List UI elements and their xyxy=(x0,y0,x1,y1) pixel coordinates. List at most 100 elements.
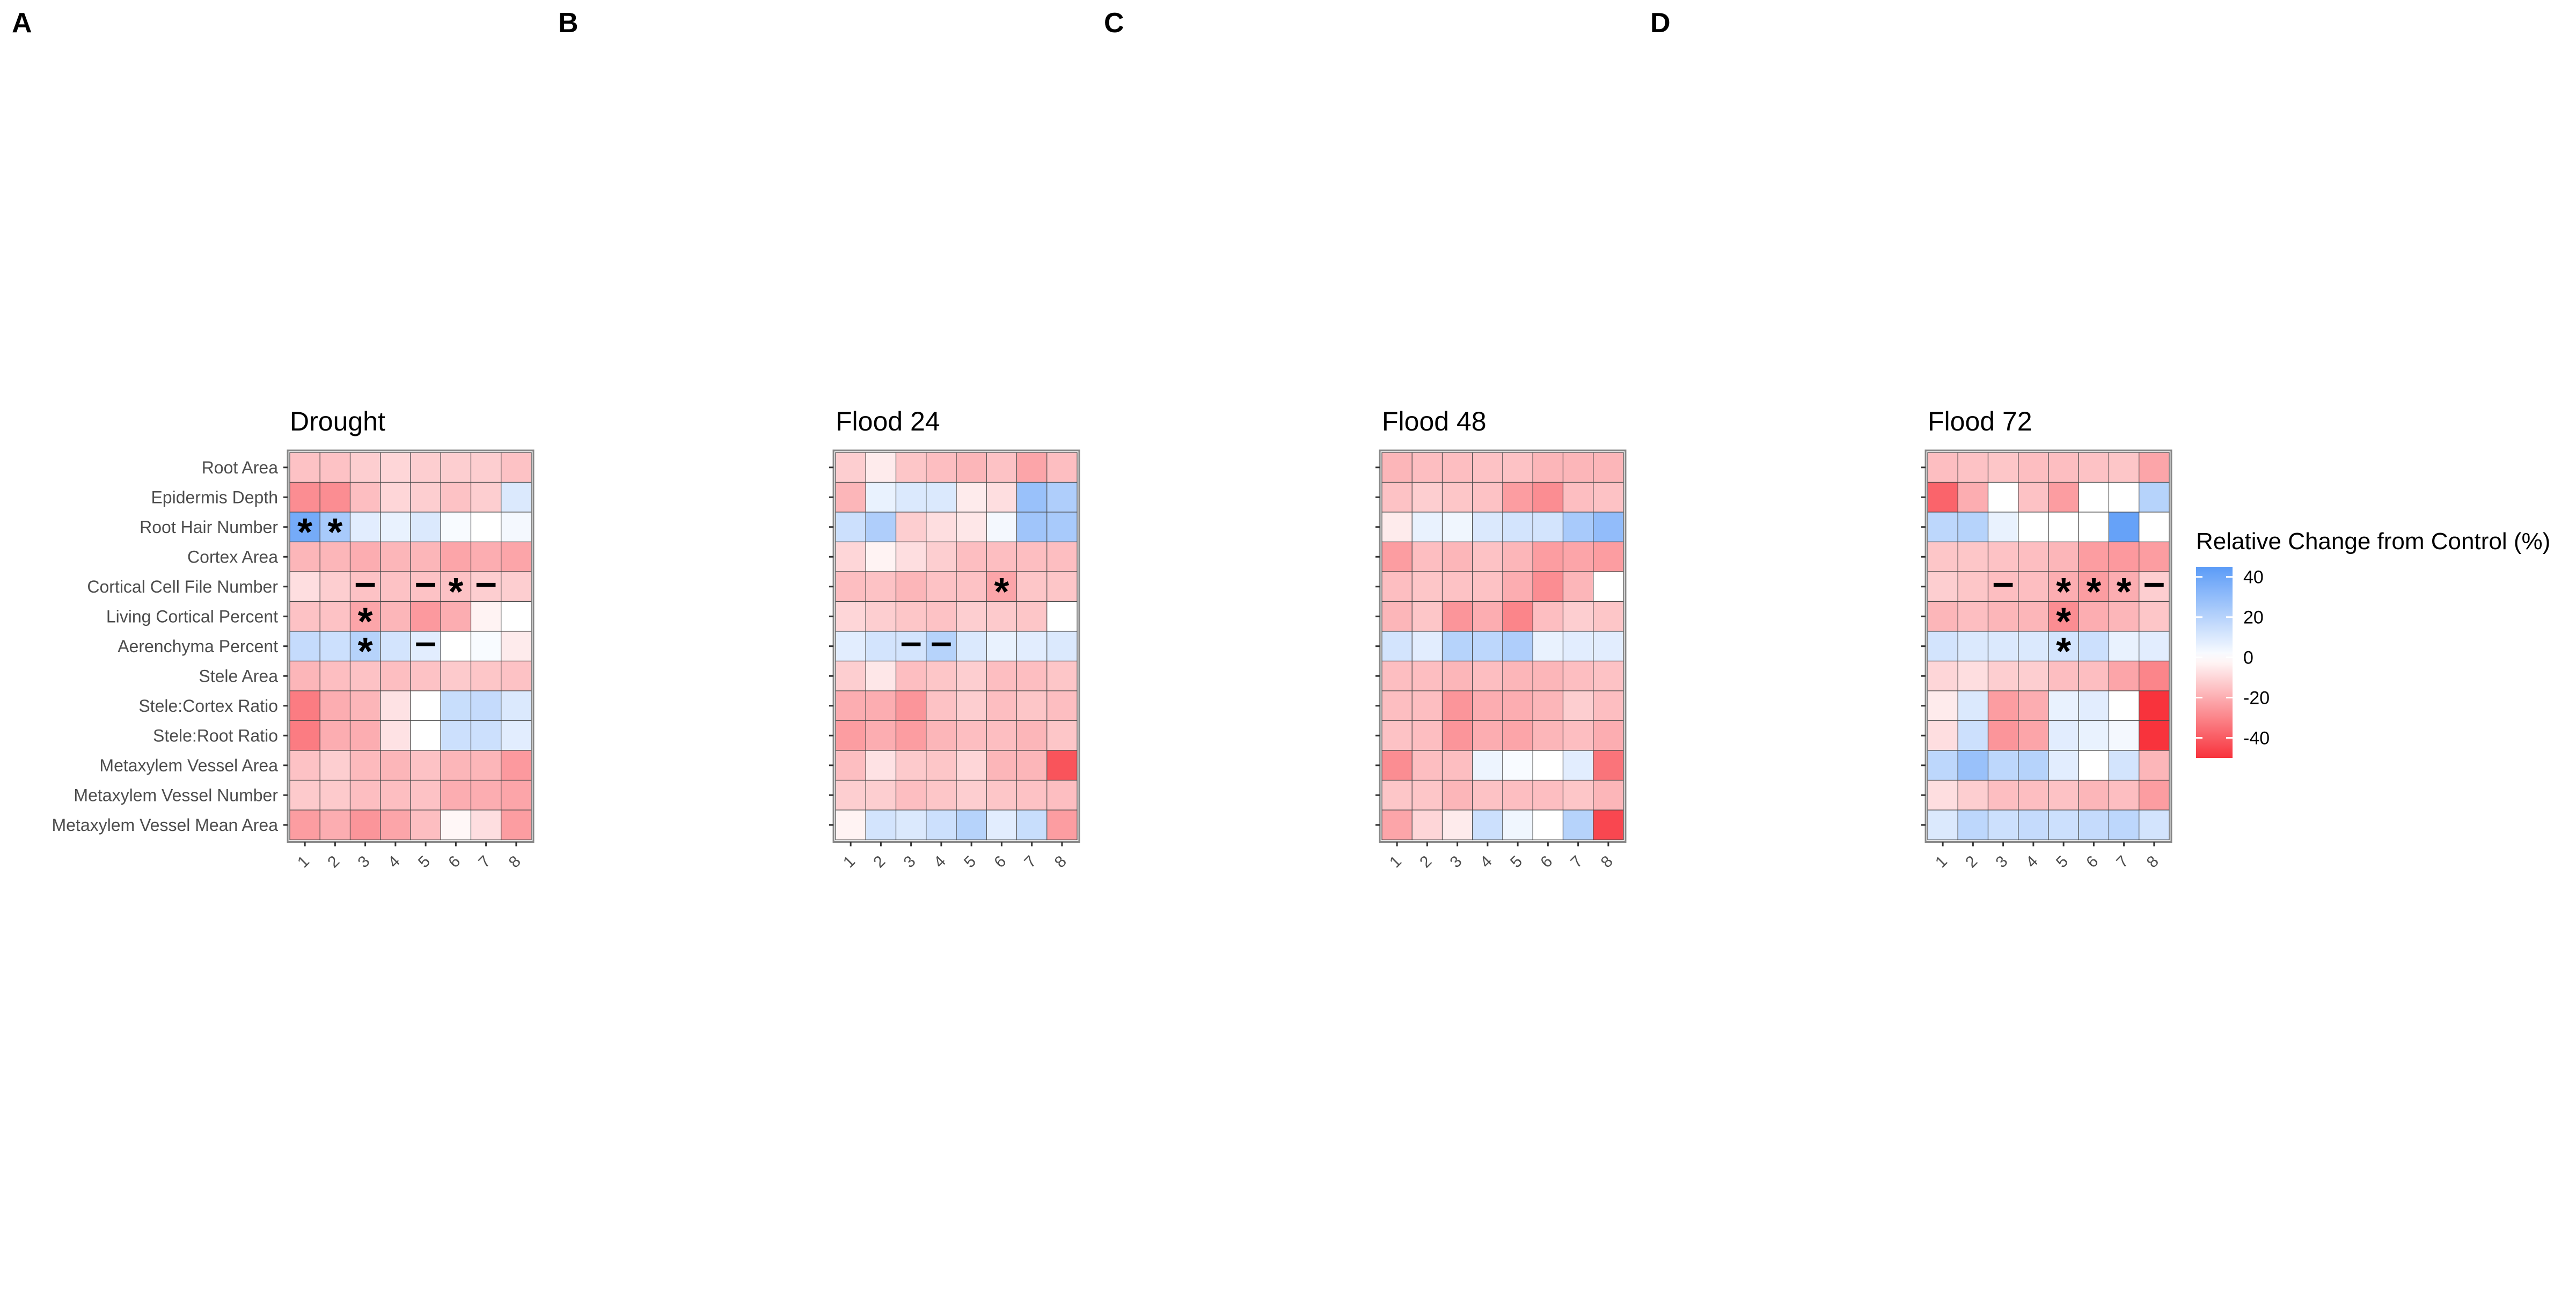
heatmap-cell xyxy=(1381,660,1413,691)
significance-star: * xyxy=(2056,630,2071,673)
heatmap-cell xyxy=(349,452,381,483)
heatmap-cell xyxy=(410,720,441,751)
heatmap-cell xyxy=(349,631,381,662)
heatmap-cell xyxy=(2018,660,2049,691)
heatmap-cell xyxy=(835,571,866,602)
heatmap-cell xyxy=(501,660,532,691)
heatmap-cell xyxy=(1957,452,1989,483)
heatmap-cell xyxy=(1532,512,1564,543)
heatmap-cell xyxy=(1441,631,1473,662)
heatmap-cell xyxy=(2048,720,2079,751)
heatmap-cell xyxy=(470,779,502,811)
heatmap-cell xyxy=(926,750,957,781)
legend-tick-label: 0 xyxy=(2243,648,2253,668)
heatmap-cell xyxy=(1562,482,1594,513)
heatmap-cell xyxy=(1502,571,1533,602)
heatmap-cell xyxy=(2048,750,2079,781)
heatmap-cell xyxy=(1957,690,1989,721)
heatmap-cell xyxy=(895,631,927,662)
heatmap-cell xyxy=(380,452,411,483)
row-label: Aerenchyma Percent xyxy=(118,637,278,656)
heatmap-cell xyxy=(440,720,472,751)
column-label: 1 xyxy=(1932,852,1951,871)
heatmap-cell xyxy=(1927,779,1958,811)
heatmap-cell xyxy=(1441,660,1473,691)
heatmap-cell xyxy=(470,809,502,841)
heatmap-cell xyxy=(470,482,502,513)
heatmap-cell xyxy=(501,541,532,572)
heatmap-cell xyxy=(865,809,897,841)
heatmap-cell xyxy=(895,601,927,632)
heatmap-cell xyxy=(1593,660,1624,691)
heatmap-cell xyxy=(865,601,897,632)
heatmap-cell xyxy=(2048,809,2079,841)
heatmap-cell xyxy=(1532,779,1564,811)
heatmap-cell xyxy=(2139,750,2170,781)
heatmap-cell xyxy=(1927,690,1958,721)
heatmap-cell xyxy=(1927,660,1958,691)
heatmap-cell xyxy=(1411,541,1443,572)
heatmap-cell xyxy=(1472,571,1503,602)
column-label: 6 xyxy=(1537,852,1556,871)
heatmap-cell xyxy=(865,541,897,572)
heatmap-cell xyxy=(349,690,381,721)
heatmap-cell xyxy=(1411,660,1443,691)
legend-tick-label: 20 xyxy=(2243,608,2264,628)
heatmap-cell xyxy=(410,809,441,841)
column-label: 2 xyxy=(324,852,343,871)
heatmap-cell xyxy=(380,720,411,751)
heatmap-cell xyxy=(2018,452,2049,483)
column-label: 1 xyxy=(840,852,859,871)
heatmap-cell xyxy=(956,779,987,811)
heatmap-cell xyxy=(926,571,957,602)
heatmap-cell xyxy=(2078,541,2110,572)
heatmap-cell xyxy=(319,660,351,691)
heatmap-cell xyxy=(470,631,502,662)
heatmap-cell xyxy=(1472,750,1503,781)
heatmap-cell xyxy=(1016,660,1048,691)
heatmap-cell xyxy=(1593,452,1624,483)
heatmap-cell xyxy=(1441,720,1473,751)
column-label: 6 xyxy=(2083,852,2102,871)
heatmap-cell xyxy=(2108,571,2140,602)
heatmap-cell xyxy=(410,750,441,781)
heatmap-cell xyxy=(1987,482,2019,513)
heatmap-cell xyxy=(1593,541,1624,572)
heatmap-cell xyxy=(865,512,897,543)
column-label: 3 xyxy=(1992,852,2011,871)
heatmap-cell xyxy=(2018,601,2049,632)
heatmap-cell xyxy=(865,482,897,513)
heatmap-cell xyxy=(1472,452,1503,483)
heatmap-cell xyxy=(319,809,351,841)
heatmap-cell xyxy=(1411,601,1443,632)
column-label: 2 xyxy=(1962,852,1981,871)
heatmap-cell xyxy=(440,690,472,721)
heatmap-cell xyxy=(319,601,351,632)
heatmap-cell xyxy=(1016,690,1048,721)
heatmap-cell xyxy=(380,512,411,543)
heatmap-cell xyxy=(1411,720,1443,751)
heatmap-cell xyxy=(835,809,866,841)
heatmap-cell xyxy=(2078,631,2110,662)
row-label: Metaxylem Vessel Mean Area xyxy=(52,815,278,835)
heatmap-cell xyxy=(835,482,866,513)
heatmap-cell xyxy=(986,660,1018,691)
significance-star: * xyxy=(327,511,342,554)
row-label: Stele Area xyxy=(199,666,278,685)
heatmap-cell xyxy=(956,452,987,483)
panels-layer: A Drought Root Area Epidermis Depth Root Hai… xyxy=(12,8,2172,871)
row-label: Root Area xyxy=(202,458,279,477)
row-label: Cortex Area xyxy=(187,547,278,566)
significance-dash: – xyxy=(901,621,922,663)
heatmap-cell xyxy=(895,809,927,841)
heatmap-cell xyxy=(349,720,381,751)
legend-tick-label: 40 xyxy=(2243,567,2264,588)
panel-letter: A xyxy=(12,8,32,39)
heatmap-cell xyxy=(895,750,927,781)
heatmap-cell xyxy=(1381,809,1413,841)
significance-star: * xyxy=(448,571,463,614)
heatmap-cell xyxy=(1502,631,1533,662)
heatmap-cell xyxy=(1502,541,1533,572)
heatmap-cell xyxy=(289,482,320,513)
heatmap-cell xyxy=(1957,512,1989,543)
